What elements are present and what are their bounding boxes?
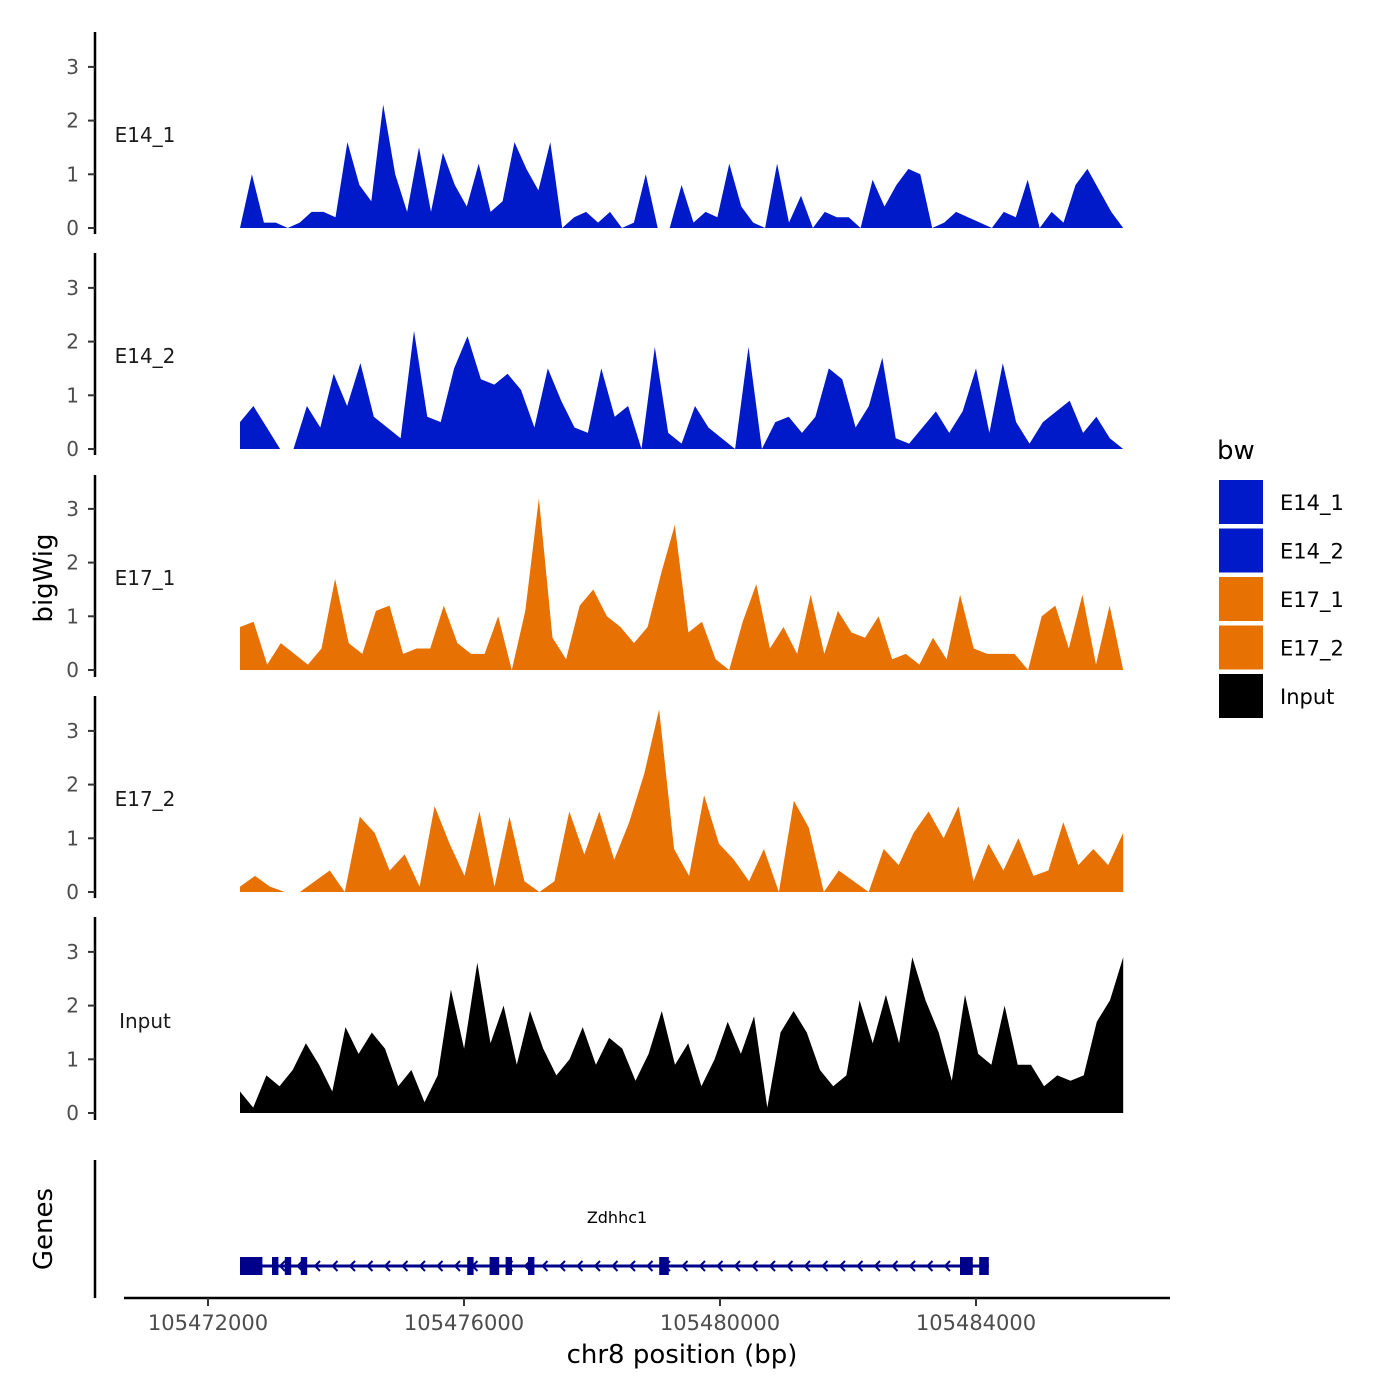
y-tick-label-e14-1-0: 0 bbox=[66, 216, 79, 240]
x-axis-title: chr8 position (bp) bbox=[567, 1340, 798, 1370]
x-tick-label-2: 105480000 bbox=[660, 1311, 780, 1335]
y-tick-label-e17-1-1: 1 bbox=[66, 604, 79, 628]
y-tick-label-e14-2-3: 3 bbox=[66, 276, 79, 300]
gene-strand-arrow-15 bbox=[541, 1260, 549, 1272]
gene-strand-arrow-29 bbox=[786, 1260, 794, 1272]
area-series-e17-1 bbox=[240, 498, 1124, 670]
gene-strand-arrow-18 bbox=[593, 1260, 601, 1272]
legend-title: bw bbox=[1217, 436, 1255, 466]
gene-exon-0 bbox=[240, 1257, 263, 1275]
y-tick-label-e17-2-0: 0 bbox=[66, 880, 79, 904]
gene-strand-arrow-35 bbox=[891, 1260, 899, 1272]
gene-strand-arrow-6 bbox=[383, 1260, 391, 1272]
gene-strand-arrow-20 bbox=[628, 1260, 636, 1272]
gene-strand-arrow-2 bbox=[313, 1260, 321, 1272]
gene-strand-arrow-23 bbox=[681, 1260, 689, 1272]
gene-strand-arrow-9 bbox=[436, 1260, 444, 1272]
legend-label-input: Input bbox=[1280, 685, 1334, 709]
y-tick-label-e17-1-3: 3 bbox=[66, 497, 79, 521]
gene-exon-1 bbox=[272, 1257, 279, 1275]
legend-swatch-e17-1 bbox=[1219, 577, 1263, 621]
gene-exon-9 bbox=[960, 1257, 973, 1275]
track-label-e14-2: E14_2 bbox=[115, 344, 176, 368]
track-label-e17-1: E17_1 bbox=[115, 566, 176, 590]
gene-exon-5 bbox=[489, 1257, 500, 1275]
legend-label-e14-1: E14_1 bbox=[1280, 491, 1344, 516]
gene-strand-arrow-5 bbox=[366, 1260, 374, 1272]
gene-exon-8 bbox=[659, 1257, 669, 1275]
y-tick-label-e14-1-1: 1 bbox=[66, 162, 79, 186]
legend-label-e14-2: E14_2 bbox=[1280, 540, 1344, 565]
y-tick-label-input-3: 3 bbox=[66, 940, 79, 964]
gene-name-label: Zdhhc1 bbox=[587, 1208, 647, 1227]
gene-strand-arrow-31 bbox=[821, 1260, 829, 1272]
gene-exon-10 bbox=[979, 1257, 989, 1275]
gene-strand-arrow-30 bbox=[803, 1260, 811, 1272]
gene-strand-arrow-27 bbox=[751, 1260, 759, 1272]
legend-swatch-e14-1 bbox=[1219, 480, 1263, 524]
y-tick-label-e14-2-2: 2 bbox=[66, 330, 79, 354]
gene-strand-arrow-3 bbox=[331, 1260, 339, 1272]
gene-exon-3 bbox=[300, 1257, 308, 1275]
area-series-input bbox=[240, 957, 1124, 1113]
y-tick-label-e17-1-0: 0 bbox=[66, 658, 79, 682]
gene-strand-arrow-38 bbox=[943, 1260, 951, 1272]
gene-strand-arrow-26 bbox=[733, 1260, 741, 1272]
gene-strand-arrow-36 bbox=[908, 1260, 916, 1272]
y-tick-label-e14-1-3: 3 bbox=[66, 55, 79, 79]
gene-exon-7 bbox=[528, 1257, 535, 1275]
area-series-e14-1 bbox=[240, 104, 1124, 228]
gene-strand-arrow-0 bbox=[278, 1260, 286, 1272]
gene-strand-arrow-8 bbox=[418, 1260, 426, 1272]
gene-exon-6 bbox=[505, 1257, 512, 1275]
y-tick-label-e14-1-2: 2 bbox=[66, 109, 79, 133]
gene-strand-arrow-34 bbox=[873, 1260, 881, 1272]
y-tick-label-e17-1-2: 2 bbox=[66, 551, 79, 575]
area-series-e14-2 bbox=[240, 330, 1124, 449]
y-tick-label-e17-2-2: 2 bbox=[66, 773, 79, 797]
gene-strand-arrow-37 bbox=[926, 1260, 934, 1272]
y-tick-label-input-1: 1 bbox=[66, 1047, 79, 1071]
track-label-e17-2: E17_2 bbox=[115, 787, 176, 811]
gene-strand-arrow-17 bbox=[576, 1260, 584, 1272]
y-tick-label-e17-2-1: 1 bbox=[66, 826, 79, 850]
track-label-input: Input bbox=[119, 1009, 171, 1033]
gene-strand-arrow-10 bbox=[453, 1260, 461, 1272]
x-tick-label-0: 105472000 bbox=[148, 1311, 268, 1335]
legend-label-e17-1: E17_1 bbox=[1280, 588, 1344, 613]
gene-exon-2 bbox=[284, 1257, 292, 1275]
track-label-e14-1: E14_1 bbox=[115, 123, 176, 147]
x-tick-label-3: 105484000 bbox=[916, 1311, 1036, 1335]
gene-strand-arrow-7 bbox=[401, 1260, 409, 1272]
y-tick-label-e14-2-0: 0 bbox=[66, 437, 79, 461]
y-tick-label-e17-2-3: 3 bbox=[66, 719, 79, 743]
y-tick-label-input-2: 2 bbox=[66, 994, 79, 1018]
legend-swatch-e17-2 bbox=[1219, 625, 1263, 670]
gene-strand-arrow-33 bbox=[856, 1260, 864, 1272]
legend-swatch-e14-2 bbox=[1219, 528, 1263, 573]
gene-strand-arrow-4 bbox=[348, 1260, 356, 1272]
gene-strand-arrow-19 bbox=[611, 1260, 619, 1272]
y-tick-label-e14-2-1: 1 bbox=[66, 383, 79, 407]
gene-strand-arrow-28 bbox=[768, 1260, 776, 1272]
gene-strand-arrow-32 bbox=[838, 1260, 846, 1272]
gene-exon-4 bbox=[467, 1257, 474, 1275]
x-tick-label-1: 105476000 bbox=[404, 1311, 524, 1335]
gene-strand-arrow-25 bbox=[716, 1260, 724, 1272]
area-series-e17-2 bbox=[240, 709, 1124, 892]
legend-swatch-input bbox=[1219, 674, 1263, 718]
legend-label-e17-2: E17_2 bbox=[1280, 637, 1344, 662]
y-axis-title: bigWig bbox=[29, 533, 59, 622]
y-tick-label-input-0: 0 bbox=[66, 1101, 79, 1125]
gene-strand-arrow-21 bbox=[646, 1260, 654, 1272]
gene-strand-arrow-16 bbox=[558, 1260, 566, 1272]
gene-track-label: Genes bbox=[29, 1188, 59, 1270]
gene-strand-arrow-24 bbox=[698, 1260, 706, 1272]
